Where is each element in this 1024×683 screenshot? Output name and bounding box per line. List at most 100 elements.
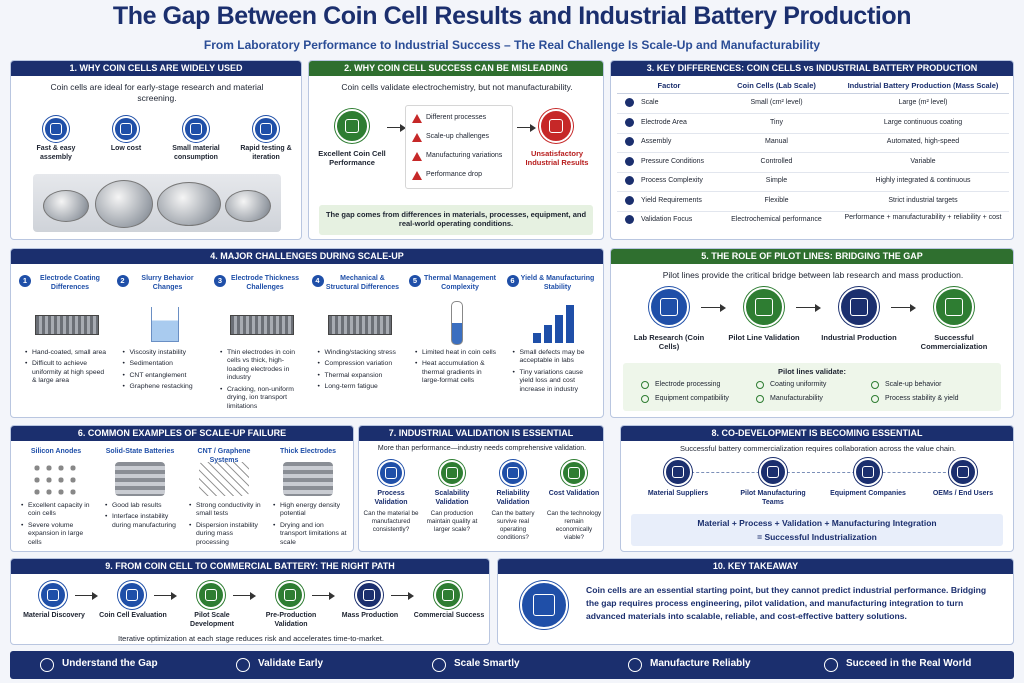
illustration	[129, 301, 199, 345]
left-label: Excellent Coin Cell Performance	[318, 149, 386, 168]
step-label: Pilot Line Validation	[728, 333, 800, 342]
number-badge: 2	[116, 275, 129, 287]
partner: Equipment Companies	[830, 490, 906, 497]
note: The gap comes from differences in materi…	[325, 210, 587, 229]
cell: Tiny	[770, 118, 783, 126]
panel-header: 2. WHY COIN CELL SUCCESS CAN BE MISLEADI…	[309, 61, 603, 76]
panel-header: 7. INDUSTRIAL VALIDATION IS ESSENTIAL	[359, 426, 603, 441]
coin	[157, 182, 221, 226]
panel: 5. THE ROLE OF PILOT LINES: BRIDGING THE…	[610, 248, 1014, 418]
icon	[39, 581, 67, 609]
illustration	[324, 301, 394, 345]
number-badge: 5	[409, 275, 421, 287]
intro: More than performance—industry needs com…	[377, 445, 587, 452]
illustration	[519, 301, 589, 345]
check	[756, 395, 764, 403]
icon	[378, 460, 404, 486]
layer	[230, 315, 294, 335]
validate-title: Pilot lines validate:	[778, 367, 846, 376]
panel: 3. KEY DIFFERENCES: COIN CELLS vs INDUST…	[610, 60, 1014, 240]
layer	[35, 315, 99, 335]
number-badge: 1	[19, 275, 31, 287]
example-title: Silicon Anodes	[30, 448, 82, 455]
partner: Pilot Manufacturing Teams	[740, 490, 806, 506]
icon-glyph	[385, 467, 397, 479]
row-icon	[625, 98, 634, 107]
icon-glyph	[260, 123, 272, 135]
bullet: Interface instability during manufacturi…	[105, 513, 181, 530]
warning-icon	[412, 152, 422, 161]
illustration	[283, 462, 333, 496]
icon-glyph	[671, 465, 685, 479]
row-icon	[625, 176, 634, 185]
validation-title: Reliability Validation	[496, 490, 530, 506]
panel: 7. INDUSTRIAL VALIDATION IS ESSENTIAL Mor…	[358, 425, 604, 552]
intro: Pilot lines provide the critical bridge …	[662, 270, 964, 280]
coin-photo	[33, 174, 281, 232]
icon	[434, 581, 462, 609]
row-rule	[617, 152, 1009, 153]
step-label: Lab Research (Coin Cells)	[633, 333, 705, 352]
bar	[532, 333, 541, 343]
icon-glyph	[46, 588, 60, 602]
bar	[565, 305, 574, 343]
panel: 10. KEY TAKEAWAY Coin cells are an essent…	[497, 558, 1014, 645]
bullet: High energy density potential	[273, 502, 349, 519]
icon-glyph	[945, 298, 963, 316]
bullet: Heat accumulation & thermal gradients in…	[415, 360, 499, 385]
footer: Understand the Gap Validate Early Scale Sm…	[10, 651, 1014, 679]
cell: Pressure Conditions	[641, 157, 705, 165]
arrow-head	[250, 591, 256, 600]
challenge-title: Mechanical & Structural Differences	[325, 275, 400, 291]
icon	[253, 116, 279, 142]
validate-item: Coating uniformity	[770, 381, 827, 388]
validation-question: Can production maintain quality at large…	[426, 510, 478, 533]
bullet: Cracking, non-uniform drying, ion transp…	[220, 386, 304, 411]
arrow-head	[910, 303, 916, 312]
arrow	[701, 307, 721, 308]
takeaway: Coin cells are an essential starting poi…	[586, 585, 987, 621]
icon	[520, 581, 568, 629]
step-label: Successful Commercialization	[920, 333, 988, 352]
example-title: CNT / Graphene Systems	[197, 448, 251, 464]
row-rule	[617, 113, 1009, 114]
icon	[439, 460, 465, 486]
icon	[664, 458, 692, 486]
subtitle: From Laboratory Performance to Industria…	[203, 38, 821, 52]
validation-title: Process Validation	[374, 490, 408, 506]
cell: Controlled	[760, 157, 793, 165]
validation-title: Scalability Validation	[434, 490, 470, 506]
arrow-head	[92, 591, 98, 600]
partner: OEMs / End Users	[932, 490, 994, 497]
bullet-list: Hand-coated, small area Difficult to achi…	[25, 349, 109, 389]
footer-icon	[824, 658, 838, 672]
step-label: Industrial Production	[821, 333, 897, 342]
path-step: Mass Production	[341, 612, 399, 619]
path-step: Commercial Success	[413, 612, 485, 619]
number-badge: 3	[214, 275, 226, 287]
cell: Electrochemical performance	[731, 216, 822, 223]
coin	[95, 180, 153, 228]
validate-item: Equipment compatibility	[655, 395, 729, 402]
bullet: Difficult to achieve uniformity at high …	[25, 360, 109, 385]
panel-header: 9. FROM COIN CELL TO COMMERCIAL BATTERY:…	[11, 559, 489, 574]
panel-header: 4. MAJOR CHALLENGES DURING SCALE-UP	[11, 249, 603, 264]
path-step: Coin Cell Evaluation	[99, 612, 167, 619]
icon-glyph	[755, 298, 773, 316]
validation-title: Cost Validation	[548, 490, 600, 497]
table-header: Coin Cells (Lab Scale)	[737, 81, 816, 90]
arrow-head	[408, 591, 414, 600]
panel: 1. WHY COIN CELLS ARE WIDELY USED Coin ce…	[10, 60, 302, 240]
cell: Scale	[641, 99, 659, 106]
challenge-title: Electrode Thickness Challenges	[230, 275, 300, 291]
icon-glyph	[441, 588, 455, 602]
bullet: Graphene restacking	[123, 383, 207, 392]
cell: Strict industrial targets	[888, 196, 958, 204]
cell: Highly integrated & continuous	[875, 177, 971, 184]
intro: Coin cells validate electrochemistry, bu…	[341, 82, 573, 92]
icon-glyph	[125, 588, 139, 602]
icon	[949, 458, 977, 486]
warning: Different processes	[426, 114, 487, 121]
formula-result: = Successful Industrialization	[757, 532, 877, 542]
challenge-title: Thermal Management Complexity	[424, 275, 496, 291]
